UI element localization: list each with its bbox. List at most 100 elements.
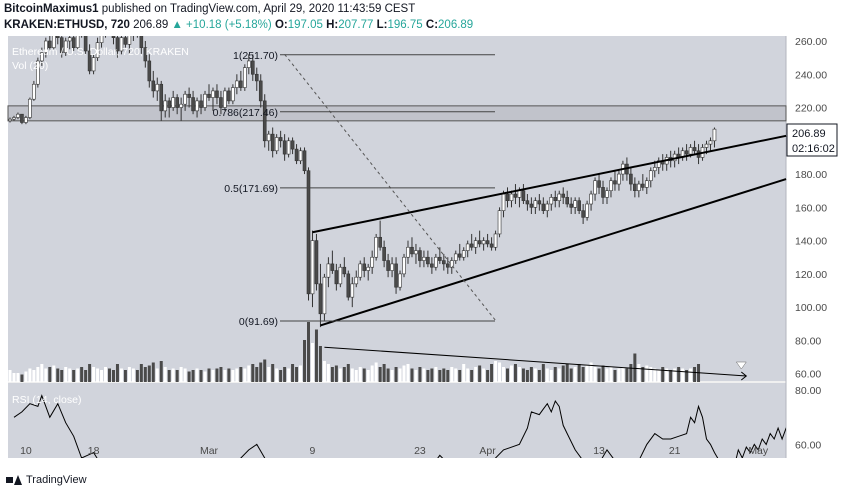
tradingview-logo-icon	[6, 475, 22, 485]
candle-body	[298, 150, 303, 162]
candle-body	[20, 113, 24, 123]
legend-vol[interactable]: Vol (20)	[12, 60, 48, 72]
volume-bar	[223, 370, 227, 382]
candle-body	[91, 57, 96, 72]
volume-bar	[167, 370, 171, 382]
candle-body	[63, 40, 68, 53]
candle	[282, 134, 287, 161]
candle-body	[529, 203, 534, 208]
candle-body	[442, 260, 446, 265]
volume-trend-line[interactable]	[324, 346, 747, 377]
volume-bar	[629, 364, 633, 382]
volume-bar	[673, 368, 677, 382]
candle	[330, 250, 335, 274]
volume-bar	[326, 364, 330, 382]
candle	[215, 84, 219, 105]
symbol-label[interactable]: KRAKEN:ETHUSD, 720	[4, 19, 130, 31]
candle	[123, 36, 128, 48]
candle	[59, 36, 64, 58]
time-tick-label: 18	[88, 445, 100, 457]
price-change: ▲ +10.18 (+5.18%)	[171, 19, 272, 31]
candle	[350, 277, 355, 308]
volume-bar	[310, 343, 314, 382]
volume-bar	[517, 367, 521, 382]
price-badge-value: 206.89	[792, 128, 826, 140]
volume-bar	[235, 368, 239, 382]
legend-main[interactable]: Ethereum / U.S. Dollar, 720, KRAKEN	[12, 46, 189, 58]
tradingview-watermark[interactable]: TradingView	[6, 474, 87, 486]
candle-body	[418, 250, 422, 261]
legend-rsi[interactable]: RSI (14, close)	[12, 394, 81, 406]
candle	[179, 97, 183, 121]
candle-body	[708, 140, 713, 145]
candle-body	[51, 36, 56, 48]
volume-bar	[625, 368, 629, 382]
volume-bar	[641, 367, 645, 382]
candle	[465, 240, 470, 258]
volume-bar	[422, 368, 426, 382]
candle-body	[637, 183, 641, 192]
candle-body	[83, 36, 88, 52]
volume-bar	[247, 365, 251, 382]
candle-body	[40, 52, 44, 62]
volume-bar	[621, 367, 625, 382]
candle	[509, 190, 514, 208]
candle-body	[589, 193, 593, 205]
last-price: 206.89	[133, 19, 169, 31]
price-chart[interactable]: 1(251.70) 0.786(217.46) 0.5(171.69) 0(91.69…	[0, 36, 850, 466]
candle-body	[254, 73, 259, 82]
volume-bar	[414, 370, 418, 382]
candle-body	[609, 180, 613, 192]
candle	[629, 167, 633, 191]
volume-bar	[139, 364, 143, 382]
volume-bar	[187, 371, 191, 382]
candle-body	[617, 173, 621, 185]
candle	[111, 36, 116, 45]
candle	[290, 137, 295, 155]
candle	[87, 44, 92, 75]
candle-body	[629, 173, 633, 185]
candle-body	[473, 240, 478, 248]
fib-level-label: 0.786(217.46)	[213, 107, 278, 119]
candle-body	[55, 36, 60, 38]
candle	[235, 74, 239, 95]
volume-bar	[215, 368, 219, 382]
volume-bar	[486, 370, 490, 382]
candle	[47, 36, 52, 51]
volume-bar	[553, 367, 557, 382]
volume-bar	[36, 367, 40, 382]
candle-body	[398, 273, 402, 288]
volume-bar	[633, 353, 637, 382]
candle	[461, 247, 466, 261]
candle-body	[111, 36, 116, 38]
candle	[525, 194, 530, 211]
candle	[258, 74, 263, 108]
candle-body	[493, 233, 498, 248]
candle	[712, 127, 717, 148]
resistance-zone[interactable]	[7, 105, 787, 122]
candle-body	[712, 128, 717, 142]
rsi-tick-label: 60.00	[795, 439, 821, 451]
candle	[322, 273, 327, 321]
candle-body	[250, 60, 255, 75]
candle	[398, 270, 402, 291]
candle	[402, 253, 406, 278]
candle-body	[422, 256, 426, 261]
candle	[286, 137, 291, 158]
candle	[342, 257, 347, 278]
author-name[interactable]: BitcoinMaximus1	[4, 3, 99, 15]
candle-body	[36, 60, 40, 85]
candle-body	[394, 263, 398, 288]
wedge-lower-line[interactable]	[320, 178, 787, 327]
fib-diagonal-line[interactable]	[284, 53, 496, 321]
candle-body	[613, 180, 617, 185]
wedge-upper-line[interactable]	[312, 134, 787, 234]
volume-bar	[12, 373, 16, 382]
high-label: H:	[326, 19, 339, 31]
candle	[569, 197, 573, 214]
candle	[708, 137, 713, 151]
candle	[549, 194, 554, 211]
candle-body	[557, 193, 562, 201]
candle-body	[449, 260, 454, 268]
candle-body	[346, 273, 351, 298]
